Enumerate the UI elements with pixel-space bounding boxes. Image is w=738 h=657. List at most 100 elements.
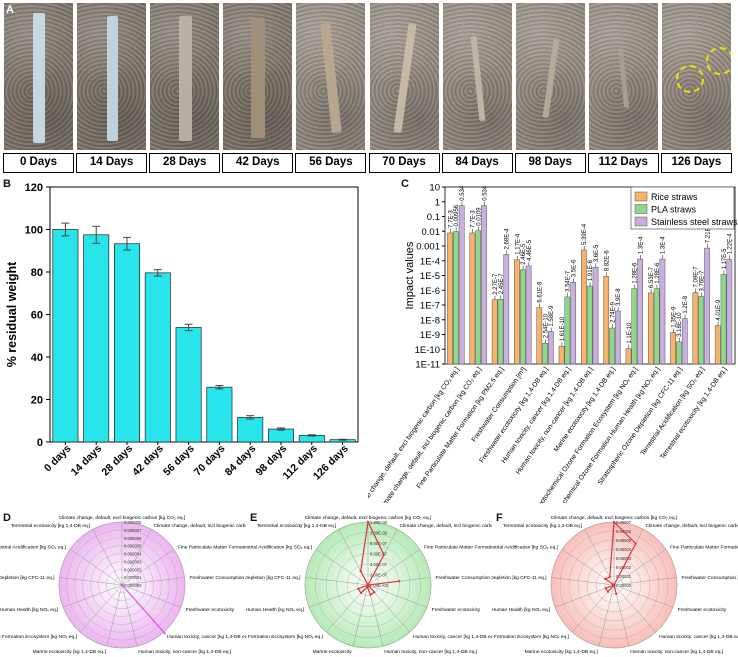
bar <box>453 231 459 365</box>
radar-spoke <box>305 577 369 586</box>
bar <box>458 205 465 365</box>
ring-label: 0.00E+00 <box>370 583 389 588</box>
axis-label: Human toxicity, non-cancer [kg 1,4-DB eq… <box>384 649 478 655</box>
ring-label: 0.000006 <box>124 536 142 541</box>
data-label: 3.6E-5 <box>594 244 600 262</box>
bar <box>52 229 79 443</box>
bar <box>670 332 676 365</box>
ring-label: 0.00004 <box>616 547 632 552</box>
bar <box>609 327 615 365</box>
panel-f-label: F <box>496 512 503 524</box>
radar-point <box>357 587 360 590</box>
axis-label: Human toxicity, non-cancer [kg 1,4-DB eq… <box>138 649 232 655</box>
data-label: 1.1E-10 <box>627 322 633 344</box>
day-label: 14 Days <box>76 153 148 173</box>
ring-label: 0.00000 <box>616 583 632 588</box>
radar-spoke <box>551 577 615 586</box>
bar <box>614 310 621 365</box>
axis-label: Fine Particulate Matter Formation [kg PM… <box>424 544 492 550</box>
radar-spoke <box>572 584 615 633</box>
y-tick-label: 40 <box>31 352 43 364</box>
axis-label: Terrestrial Acidification [kg SO₂ eq.] <box>0 544 67 550</box>
bar <box>581 249 587 365</box>
day-label: 42 Days <box>222 153 294 173</box>
data-label: 4.46E-5 <box>527 239 533 261</box>
radar-point <box>634 542 637 545</box>
axis-label: Climate change, default, incl biogenic c… <box>400 523 492 529</box>
radar-spoke <box>121 549 174 586</box>
radar-spoke <box>584 529 615 586</box>
data-label: 3.9E-8 <box>616 288 622 306</box>
radar-point <box>612 520 616 524</box>
radar-point <box>366 583 370 587</box>
soil-photo <box>76 2 148 151</box>
day-label: 112 Days <box>587 153 659 173</box>
legend-box <box>630 186 735 230</box>
radar-spoke <box>367 549 420 586</box>
axis-label: Stratospheric Ozone Depletion [kg CFC-11… <box>246 575 301 581</box>
bar <box>681 318 688 365</box>
data-label: 3.54E-7 <box>566 270 572 292</box>
bar <box>83 234 110 443</box>
radar-point <box>359 570 362 573</box>
data-label: 8.82E-6 <box>605 250 611 272</box>
bar <box>144 272 171 443</box>
ring-label: 0.000002 <box>124 567 142 572</box>
soil-photo <box>368 2 440 151</box>
ring-label: 0.000008 <box>124 520 142 525</box>
bar <box>175 327 202 443</box>
axis-label: Climate change, default, excl biogenic c… <box>551 515 678 521</box>
radar-spoke <box>367 584 427 608</box>
y-tick-label: 120 <box>25 182 43 194</box>
y-tick-label: 60 <box>31 310 43 322</box>
radar-spoke <box>92 529 123 586</box>
straw-sample <box>542 37 560 119</box>
radar-point <box>120 583 124 587</box>
ring-label: 2.00E-07 <box>370 573 388 578</box>
legend-label: Rice straws <box>651 192 698 202</box>
radar-spoke <box>121 577 185 586</box>
rice-straw-radar: 0.0000000.0000010.0000020.0000030.000004… <box>0 515 246 655</box>
legend-label: Stainless steel straws <box>651 217 738 227</box>
day-label: 84 Days <box>441 153 513 173</box>
soil-photo <box>3 2 74 151</box>
radar-point <box>366 585 369 589</box>
straw-sample <box>618 47 630 109</box>
straw-sample <box>470 35 486 121</box>
panel-d-label: D <box>3 512 11 524</box>
pla-straw-radar: 0.00E+002.00E-074.00E-076.00E-078.00E-07… <box>246 515 492 655</box>
bar <box>726 259 733 365</box>
radar-spoke <box>59 577 123 586</box>
axis-label: Terrestrial ecotoxicity [kg 1,4-DB eq.] <box>11 523 91 529</box>
bar <box>497 299 504 365</box>
ring-label: 0.000007 <box>124 528 142 533</box>
radar-spoke <box>106 584 123 647</box>
x-tick-label: Climate change, default, incl biogenic c… <box>377 366 483 503</box>
bar <box>519 269 526 365</box>
data-label: 2.27E-7 <box>493 273 499 295</box>
axis-label: Freshwater ecotoxicity <box>432 607 481 613</box>
radar-spoke <box>121 584 138 647</box>
impact-values-chart: 1E-11 1E-10 1E-9 1E-8 1E-7 1E-6 1E-5 1E-4 0.001 0… <box>368 183 738 504</box>
y-tick-label: 1E-8 <box>420 315 440 326</box>
bar <box>714 325 721 365</box>
data-label: 2.45E-7 <box>499 273 505 295</box>
axis-label: Photochemical Ozone Formation Ecosystem … <box>246 634 324 640</box>
data-label: 1.35E-9 <box>671 306 677 328</box>
radar-spoke <box>613 584 630 647</box>
data-label: 1.61E-10 <box>560 316 566 341</box>
legend-label: PLA straws <box>651 205 697 215</box>
axis-label: Climate change, default, excl biogenic c… <box>59 515 186 521</box>
radar-point <box>163 632 166 635</box>
bar <box>570 281 577 365</box>
x-tick-label: 70 days <box>192 443 228 479</box>
radar-spoke <box>70 549 123 586</box>
radar-point <box>366 520 370 524</box>
bar <box>503 254 510 365</box>
data-label: 3.5E-6 <box>571 259 577 277</box>
data-label: 4.01E-9 <box>716 299 722 321</box>
bar <box>676 341 682 365</box>
highlight-circle <box>705 47 731 75</box>
bar <box>720 274 727 365</box>
